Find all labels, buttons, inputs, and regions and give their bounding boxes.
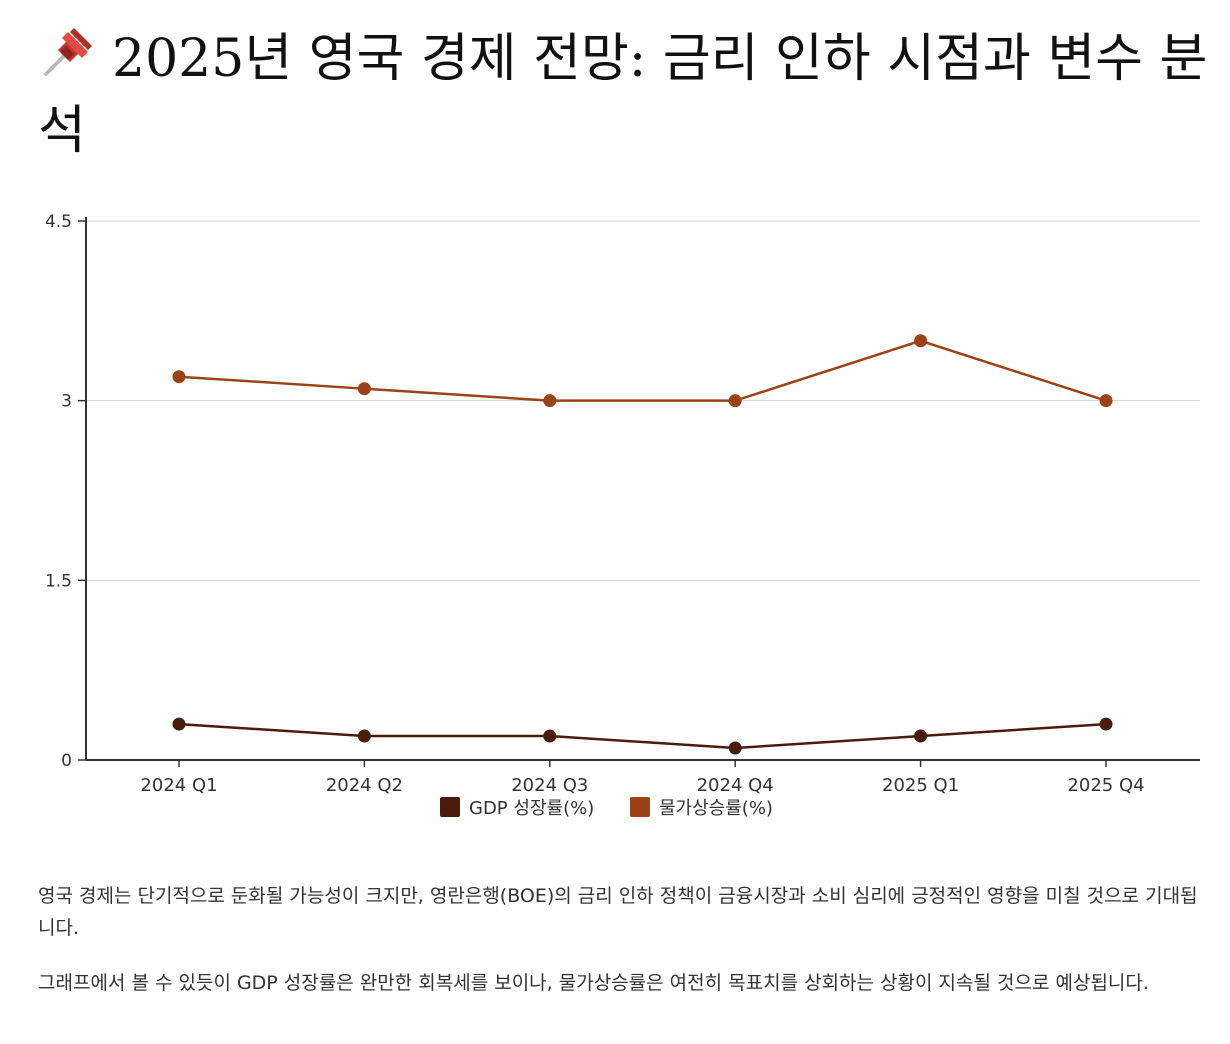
- series-line-2: [178, 339, 1107, 402]
- x-tick-label: 2025 Q4: [1067, 775, 1144, 796]
- x-tick-label: 2025 Q1: [882, 775, 959, 796]
- legend-swatch[interactable]: [630, 797, 650, 817]
- y-tick-label: 0: [61, 751, 72, 771]
- series-line-1: [178, 722, 1107, 750]
- page-title: 2025년 영국 경제 전망: 금리 인하 시점과 변수 분석: [38, 22, 1208, 164]
- data-point: [1099, 717, 1113, 731]
- line-chart: 0 1.5 3 4.5 2024 Q1 2024 Q2 2024 Q3 2024 Q4 2025…: [45, 212, 1200, 819]
- data-point: [172, 370, 186, 384]
- x-tick-label: 2024 Q1: [140, 775, 217, 796]
- data-point: [914, 334, 928, 348]
- chart: 0 1.5 3 4.5 2024 Q1 2024 Q2 2024 Q3 2024 Q4 2025…: [0, 196, 1230, 836]
- pushpin-icon: [38, 22, 98, 98]
- y-tick-label: 4.5: [45, 212, 72, 232]
- legend-label[interactable]: GDP 성장률(%): [469, 798, 594, 819]
- x-tick-label: 2024 Q2: [326, 775, 403, 796]
- legend-swatch[interactable]: [440, 797, 460, 817]
- description-paragraph: 영국 경제는 단기적으로 둔화될 가능성이 크지만, 영란은행(BOE)의 금리…: [38, 885, 1198, 939]
- data-point: [728, 741, 742, 755]
- y-tick-label: 1.5: [45, 571, 72, 591]
- y-tick-label: 3: [61, 392, 72, 412]
- data-point: [728, 394, 742, 408]
- page-title-text: 2025년 영국 경제 전망: 금리 인하 시점과 변수 분석: [38, 29, 1208, 161]
- data-point: [914, 729, 928, 743]
- x-tick-label: 2024 Q4: [697, 775, 774, 796]
- description-paragraph: 그래프에서 볼 수 있듯이 GDP 성장률은 완만한 회복세를 보이나, 물가상…: [38, 972, 1149, 994]
- data-point: [543, 394, 557, 408]
- x-tick-label: 2024 Q3: [511, 775, 588, 796]
- data-point: [543, 729, 557, 743]
- data-point: [172, 717, 186, 731]
- data-point: [357, 729, 371, 743]
- data-point: [1099, 394, 1113, 408]
- legend-label[interactable]: 물가상승률(%): [659, 798, 773, 819]
- data-point: [357, 382, 371, 396]
